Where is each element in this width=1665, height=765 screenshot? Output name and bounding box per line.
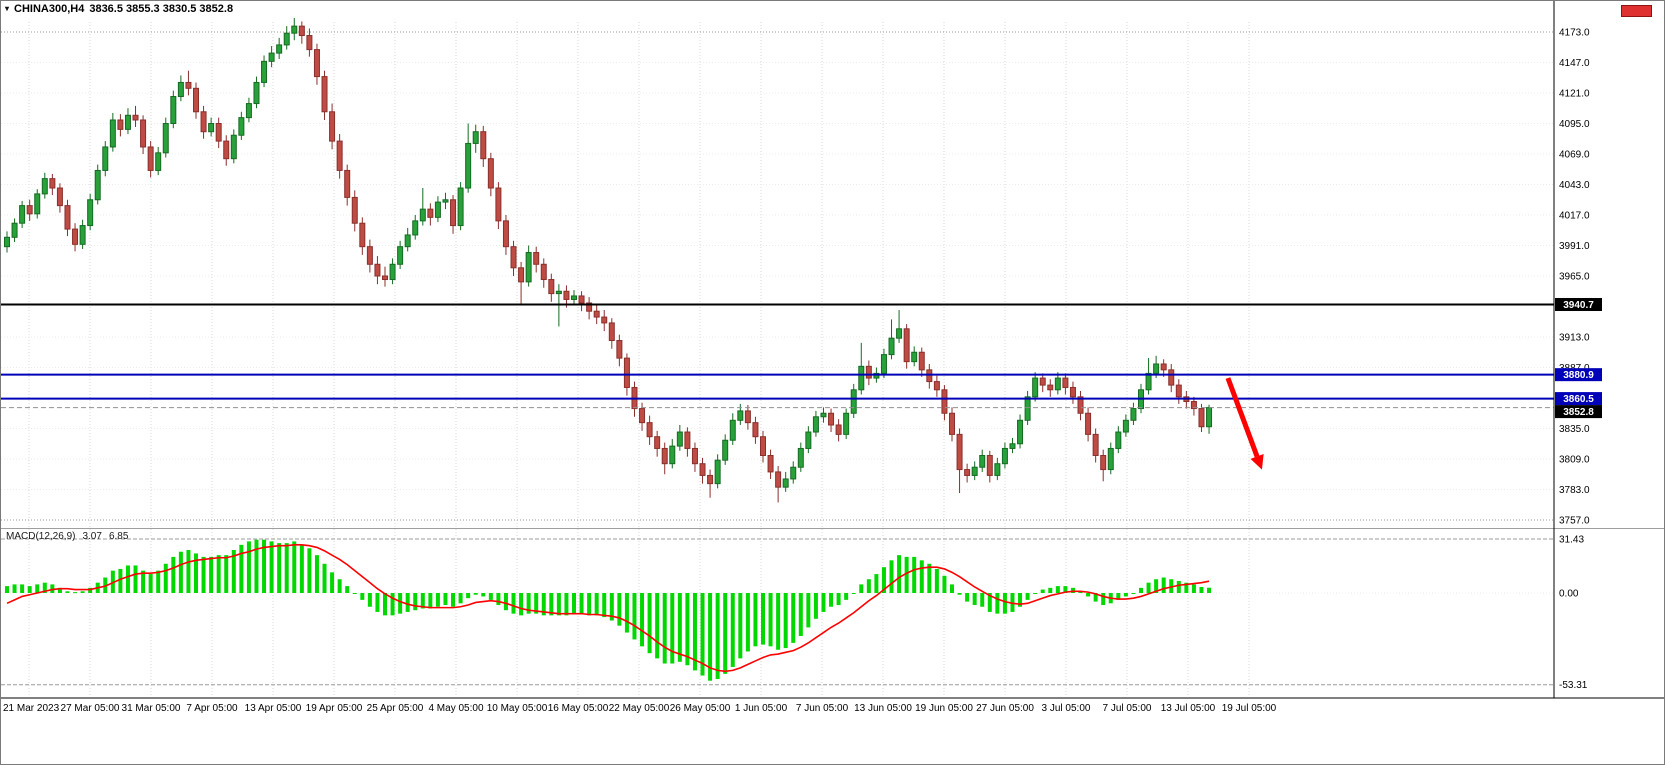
time-axis-label: 19 Jun 05:00 (915, 703, 973, 714)
time-axis-label: 16 May 05:00 (548, 703, 609, 714)
price-axis-label: 3991.0 (1559, 241, 1590, 252)
price-axis-label: 3809.0 (1559, 455, 1590, 466)
svg-text:3852.8: 3852.8 (1563, 407, 1594, 418)
svg-text:3940.7: 3940.7 (1563, 300, 1594, 311)
time-axis-label: 4 May 05:00 (428, 703, 483, 714)
time-axis-label: 26 May 05:00 (670, 703, 731, 714)
price-axis-label: 4173.0 (1559, 28, 1590, 39)
chart-frame (1, 1, 1664, 699)
price-axis-label: 3913.0 (1559, 333, 1590, 344)
macd-axis: 31.43 0.00 -53.31 (1559, 534, 1588, 691)
time-axis-label: 27 Jun 05:00 (976, 703, 1034, 714)
time-axis-label: 1 Jun 05:00 (735, 703, 788, 714)
macd-signal-line (6, 544, 1210, 673)
time-axis-label: 7 Jul 05:00 (1103, 703, 1152, 714)
price-axis-label: 3783.0 (1559, 485, 1590, 496)
time-axis-label: 13 Jun 05:00 (854, 703, 912, 714)
macd-level-lines (1, 538, 1554, 686)
time-axis-label: 19 Jul 05:00 (1222, 703, 1277, 714)
price-axis-label: 3835.0 (1559, 424, 1590, 435)
candlesticks (4, 17, 1213, 503)
svg-text:3860.5: 3860.5 (1563, 394, 1594, 405)
time-axis-label: 7 Apr 05:00 (186, 703, 238, 714)
price-tag-3880.9: 3880.9 (1555, 368, 1602, 382)
svg-text:3880.9: 3880.9 (1563, 370, 1594, 381)
macd-main-value: 3.07 (82, 531, 102, 542)
price-tag-3940.7: 3940.7 (1555, 298, 1602, 312)
symbol-name: CHINA300,H4 (14, 3, 85, 15)
price-axis-label: 3757.0 (1559, 516, 1590, 527)
price-tag-3852.8: 3852.8 (1555, 405, 1602, 419)
price-axis-label: 4043.0 (1559, 180, 1590, 191)
price-axis-label: 4095.0 (1559, 119, 1590, 130)
time-axis-label: 22 May 05:00 (609, 703, 670, 714)
time-axis-label: 19 Apr 05:00 (306, 703, 363, 714)
macd-name: MACD(12,26,9) (6, 531, 76, 542)
time-axis-label: 10 May 05:00 (487, 703, 548, 714)
macd-signal-value: 6.85 (108, 531, 129, 542)
horizontal-gridlines (1, 31, 1554, 521)
macd-axis-label: 0.00 (1559, 589, 1579, 600)
time-axis-label: 13 Apr 05:00 (245, 703, 302, 714)
macd-indicator-label: MACD(12,26,9) 3.07 6.85 (6, 531, 128, 542)
price-tag-3860.5: 3860.5 (1555, 392, 1602, 406)
time-axis-label: 27 Mar 05:00 (61, 703, 120, 714)
price-axis-label: 4017.0 (1559, 211, 1590, 222)
price-axis[interactable]: 4173.0 4147.0 4121.0 4095.0 4069.0 4043.0 4017… (1559, 28, 1590, 527)
ohlc-values: 3836.5 3855.3 3830.5 3852.8 (89, 3, 234, 15)
price-axis-label: 3965.0 (1559, 272, 1590, 283)
trend-arrow[interactable] (1225, 377, 1264, 470)
time-axis[interactable]: 21 Mar 2023 27 Mar 05:00 31 Mar 05:00 7 Apr… (3, 703, 1277, 714)
time-axis-label: 31 Mar 05:00 (122, 703, 181, 714)
symbol-ohlc-label: ▾ CHINA300,H4 3836.5 3855.3 3830.5 3852.… (5, 3, 233, 15)
time-axis-label: 25 Apr 05:00 (367, 703, 424, 714)
macd-axis-label: 31.43 (1559, 534, 1584, 545)
time-axis-label: 7 Jun 05:00 (796, 703, 849, 714)
time-axis-label: 13 Jul 05:00 (1161, 703, 1216, 714)
one-click-trading-toggle-icon[interactable]: ▾ (5, 4, 10, 13)
price-axis-label: 4069.0 (1559, 150, 1590, 161)
time-axis-label: 3 Jul 05:00 (1042, 703, 1091, 714)
annotation-red-box[interactable] (1621, 5, 1652, 17)
macd-histogram (5, 539, 1212, 681)
price-axis-label: 4147.0 (1559, 58, 1590, 69)
macd-axis-label: -53.31 (1559, 680, 1588, 691)
time-axis-label: 21 Mar 2023 (3, 703, 60, 714)
price-axis-label: 4121.0 (1559, 89, 1590, 100)
